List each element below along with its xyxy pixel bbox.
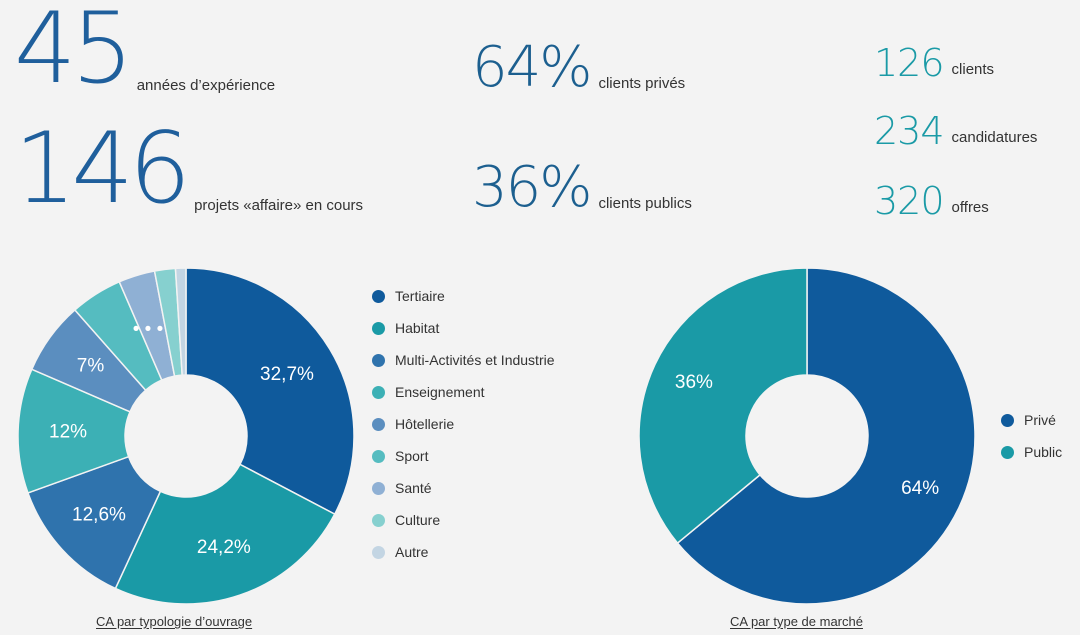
legend-item: Enseignement	[372, 376, 555, 408]
stat-applications: 234 candidatures	[874, 112, 1037, 150]
legend-item: Habitat	[372, 312, 555, 344]
legend-item: Hôtellerie	[372, 408, 555, 440]
legend-swatch	[372, 449, 385, 463]
stat-clients-value: 126	[874, 41, 945, 85]
slice-prive	[676, 267, 976, 605]
legend-item: Privé	[1001, 404, 1062, 436]
stat-public-label: clients publics	[598, 195, 692, 212]
legend-swatch	[372, 417, 385, 431]
slice-label: 64%	[901, 478, 939, 499]
legend-swatch	[1001, 445, 1014, 459]
legend-label: Sport	[395, 448, 429, 464]
legend-swatch	[372, 385, 385, 399]
stat-years-label: années d’expérience	[136, 77, 276, 94]
legend-item: Autre	[372, 536, 555, 568]
legend-item: Sport	[372, 440, 555, 472]
legend-label: Habitat	[395, 320, 440, 336]
stat-offers: 320 offres	[874, 182, 989, 220]
legend-swatch	[372, 481, 385, 495]
stat-offers-value: 320	[874, 179, 945, 223]
slice-label: 32,7%	[260, 364, 314, 385]
stat-offers-label: offres	[951, 199, 989, 216]
caption-typology: CA par typologie d’ouvrage	[96, 614, 253, 629]
legend-label: Santé	[395, 480, 432, 496]
legend-label: Enseignement	[395, 384, 485, 400]
legend-label: Hôtellerie	[395, 416, 455, 432]
legend-swatch	[372, 353, 385, 367]
stat-projects-value: 146	[14, 112, 191, 226]
slice-label: 12,6%	[72, 505, 126, 526]
stat-years-value: 45	[14, 0, 134, 106]
legend-swatch	[1001, 413, 1014, 427]
stat-private: 64% clients privés	[472, 40, 685, 96]
slice-label: 12%	[49, 421, 87, 442]
legend-item: Culture	[372, 504, 555, 536]
legend-label: Tertiaire	[395, 288, 445, 304]
legend-label: Public	[1024, 444, 1063, 460]
slice-label: 24,2%	[197, 537, 251, 558]
stat-clients-label: clients	[951, 61, 995, 78]
stat-private-label: clients privés	[598, 75, 686, 92]
stat-clients: 126 clients	[874, 44, 994, 82]
legend-label: Privé	[1024, 412, 1056, 428]
stat-public-value: 36%	[472, 155, 592, 220]
legend-swatch	[372, 545, 385, 559]
stat-private-value: 64%	[472, 35, 592, 100]
legend-item: Santé	[372, 472, 555, 504]
stat-applications-value: 234	[874, 109, 945, 153]
legend-swatch	[372, 321, 385, 335]
slice-multi-activites-et-industrie	[26, 455, 162, 590]
legend-swatch	[372, 289, 385, 303]
stat-projects: 146 projets «affaire» en cours	[14, 120, 363, 218]
slice-label: 36%	[675, 372, 713, 393]
slice-habitat	[114, 463, 336, 605]
stat-public: 36% clients publics	[472, 160, 692, 216]
stat-years: 45 années d’expérience	[14, 0, 275, 98]
slice-label: 7%	[77, 356, 105, 377]
legend-market: Privé Public	[1001, 404, 1062, 468]
slice-ellipsis-label: • • •	[133, 319, 164, 340]
legend-swatch	[372, 513, 385, 527]
legend-item: Public	[1001, 436, 1062, 468]
legend-label: Multi-Activités et Industrie	[395, 352, 555, 368]
slice-tertiaire	[185, 267, 355, 516]
slice-public	[638, 267, 808, 545]
legend-item: Multi-Activités et Industrie	[372, 344, 555, 376]
legend-item: Tertiaire	[372, 280, 555, 312]
stat-applications-label: candidatures	[951, 129, 1038, 146]
legend-label: Autre	[395, 544, 429, 560]
legend-typology: Tertiaire Habitat Multi-Activités et Indus…	[372, 280, 555, 568]
legend-label: Culture	[395, 512, 441, 528]
stat-projects-label: projets «affaire» en cours	[194, 197, 364, 214]
caption-market: CA par type de marché	[730, 614, 863, 629]
slice-autre	[174, 267, 187, 376]
